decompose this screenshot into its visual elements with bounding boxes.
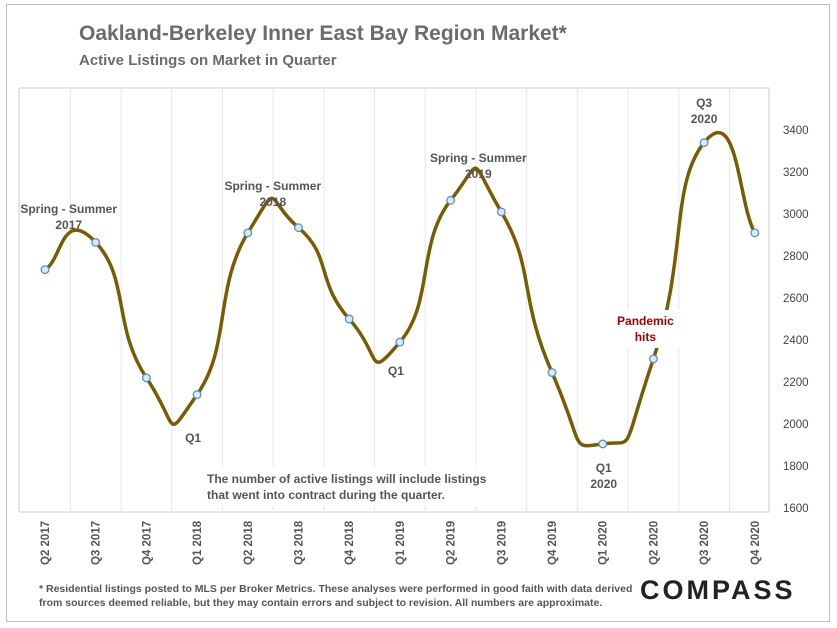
y-tick-label: 3000 — [783, 209, 809, 221]
note-text: that went into contract during the quart… — [207, 488, 445, 502]
x-tick-label: Q2 2018 — [243, 520, 255, 565]
note-background — [198, 466, 498, 506]
series-line — [43, 131, 757, 448]
y-tick-label: 1600 — [783, 503, 809, 515]
x-tick-label: Q4 2017 — [141, 521, 153, 565]
y-tick-label: 3200 — [783, 167, 809, 179]
note-box: The number of active listings will inclu… — [198, 466, 498, 506]
annotation-background — [609, 310, 682, 348]
x-tick-label: Q2 2020 — [648, 521, 660, 565]
x-tick-label: Q1 2018 — [192, 520, 204, 565]
x-tick-label: Q1 2020 — [598, 521, 610, 565]
y-tick-label: 2400 — [783, 335, 809, 347]
data-line-group — [43, 131, 757, 448]
annotation-label: hits — [635, 330, 657, 344]
footnote-line-2: from sources deemed reliable, but they m… — [39, 597, 603, 609]
annotation-label: Q3 — [696, 96, 712, 110]
plot-area — [18, 87, 770, 513]
x-tick-label: Q4 2019 — [547, 521, 559, 565]
data-point — [294, 223, 303, 233]
data-point — [243, 228, 253, 238]
x-tick-label: Q1 2019 — [395, 521, 407, 565]
annotation-label: 2018 — [259, 195, 286, 209]
data-point — [91, 237, 101, 247]
data-point — [40, 265, 50, 275]
data-point — [141, 373, 151, 383]
data-point — [547, 368, 557, 377]
annotation-label: 2020 — [691, 112, 718, 126]
data-point — [750, 228, 760, 238]
data-point — [598, 439, 608, 449]
data-point — [395, 337, 405, 347]
data-point — [192, 390, 202, 400]
annotation-label: 2017 — [55, 218, 82, 232]
grid-lines — [19, 88, 730, 512]
chart-subtitle: Active Listings on Market in Quarter — [79, 52, 337, 69]
compass-logo: COMPASS — [640, 575, 796, 605]
x-axis-ticks: Q2 2017 Q3 2017 Q4 2017 Q1 2018 Q2 2018 Q3 20… — [40, 520, 762, 565]
y-tick-label: 3400 — [783, 125, 809, 137]
x-tick-label: Q4 2020 — [750, 521, 762, 565]
annotation-label: Q1 — [388, 364, 404, 378]
data-markers — [40, 138, 760, 449]
annotation-label: Spring - Summer — [224, 179, 321, 193]
chart-frame — [6, 4, 830, 622]
y-tick-label: 2000 — [783, 419, 809, 431]
note-text: The number of active listings will inclu… — [207, 472, 487, 486]
annotation-label: Q1 — [596, 461, 612, 475]
x-tick-label: Q3 2017 — [91, 521, 103, 565]
data-point — [344, 314, 354, 324]
y-tick-label: 2800 — [783, 251, 809, 263]
annotations: Spring - Summer 2017 Q1 Spring - Summer 2018… — [20, 96, 717, 491]
annotation-label: Q1 — [185, 431, 201, 445]
y-tick-label: 1800 — [783, 461, 809, 473]
footnote: * Residential listings posted to MLS per… — [39, 582, 639, 610]
x-tick-label: Q3 2019 — [496, 521, 508, 565]
annotation-label: 2019 — [465, 167, 492, 181]
y-tick-label: 2600 — [783, 293, 809, 305]
y-tick-label: 2200 — [783, 377, 809, 389]
annotation-label: Spring - Summer — [20, 202, 117, 216]
x-tick-label: Q2 2017 — [40, 521, 52, 565]
x-tick-label: Q2 2019 — [446, 521, 458, 565]
x-tick-label: Q3 2018 — [294, 520, 306, 565]
x-tick-label: Q4 2018 — [344, 520, 356, 565]
annotation-label: Pandemic — [617, 314, 674, 328]
x-tick-label: Q3 2020 — [699, 521, 711, 565]
chart-title: Oakland-Berkeley Inner East Bay Region M… — [79, 22, 567, 45]
annotation-label: Spring - Summer — [430, 151, 527, 165]
y-axis-ticks: 1600 1800 2000 2200 2400 2600 2800 3000 3200 3400 — [783, 125, 809, 515]
data-point — [446, 195, 456, 205]
footnote-line-1: * Residential listings posted to MLS per… — [39, 583, 633, 595]
data-point — [699, 138, 709, 148]
data-point — [648, 354, 658, 364]
annotation-label: 2020 — [590, 477, 617, 491]
data-point — [496, 207, 506, 217]
